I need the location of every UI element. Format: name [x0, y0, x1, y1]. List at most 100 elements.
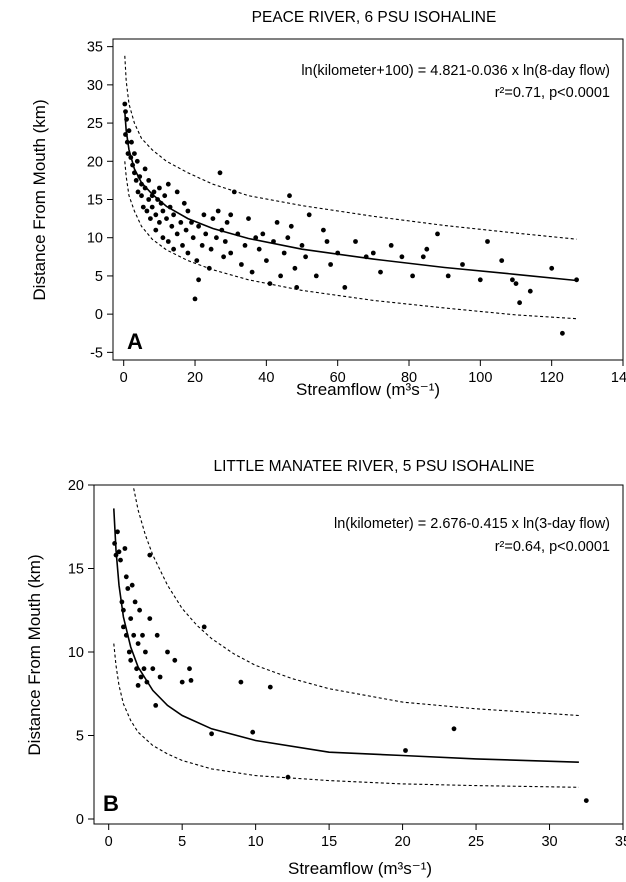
data-point [435, 231, 440, 237]
y-axis: 0 5 10 15 20 [68, 478, 94, 828]
y-tick-label: 15 [87, 193, 103, 209]
data-point [165, 649, 170, 655]
x-tick-label: 60 [330, 370, 346, 386]
data-point [335, 250, 341, 256]
data-point [171, 246, 177, 252]
data-point [303, 254, 308, 260]
chart-title: PEACE RIVER, 6 PSU ISOHALINE [252, 9, 497, 26]
data-point [140, 632, 145, 638]
data-point [116, 549, 122, 555]
data-point [142, 166, 148, 172]
y-tick-label: 5 [95, 269, 103, 285]
data-point [133, 178, 139, 183]
data-point [192, 296, 198, 302]
data-point [130, 162, 136, 168]
data-point [140, 204, 146, 210]
data-point [146, 197, 152, 202]
data-point [306, 212, 312, 218]
panel-label: B [103, 791, 119, 816]
y-tick-label: 20 [68, 478, 84, 494]
data-point [124, 139, 130, 145]
data-point [353, 239, 358, 244]
x-tick-label: 80 [401, 370, 417, 386]
data-point [264, 258, 269, 263]
data-point [179, 679, 185, 685]
data-point [155, 197, 161, 202]
y-tick-label: 5 [76, 728, 84, 744]
data-point [128, 657, 134, 663]
data-point [132, 599, 138, 605]
data-point [208, 246, 214, 252]
data-point [287, 193, 292, 199]
data-point [135, 641, 141, 646]
data-point [324, 239, 330, 244]
data-point [583, 798, 589, 803]
data-point [388, 243, 394, 248]
data-point [147, 552, 153, 558]
upper-confidence-band [124, 55, 577, 240]
data-point [183, 227, 189, 233]
data-point [121, 624, 126, 630]
y-tick-label: 0 [76, 812, 84, 828]
data-point [112, 541, 117, 546]
panel-b-little-manatee-river: LITTLE MANATEE RIVER, 5 PSU ISOHALINE 0 5… [25, 458, 626, 878]
data-point [313, 273, 319, 279]
data-point [260, 231, 266, 237]
data-point [499, 258, 505, 263]
data-point [206, 265, 212, 271]
data-point [169, 223, 175, 229]
x-axis-title: Streamflow (m³s⁻¹) [296, 380, 440, 399]
data-point [274, 220, 280, 225]
data-point [123, 632, 129, 638]
data-point [574, 277, 579, 283]
data-point [285, 235, 291, 241]
data-point [165, 239, 171, 244]
data-point [129, 139, 134, 145]
data-point [129, 582, 135, 588]
data-point [485, 239, 490, 244]
x-axis-title: Streamflow (m³s⁻¹) [288, 859, 432, 878]
data-point [249, 269, 255, 275]
data-point [242, 243, 248, 248]
data-point [144, 679, 150, 685]
data-point [174, 231, 180, 237]
x-tick-label: 140 [611, 370, 626, 386]
data-point [267, 684, 273, 690]
y-tick-label: 25 [87, 116, 103, 132]
data-point [181, 200, 187, 206]
data-point [477, 277, 483, 283]
data-point [123, 109, 128, 114]
panel-a-peace-river: PEACE RIVER, 6 PSU ISOHALINE 0 20 40 60 80 10… [30, 9, 626, 399]
data-point [160, 235, 166, 241]
data-point [378, 269, 383, 275]
data-point [188, 678, 194, 683]
data-point [125, 586, 131, 591]
data-point [128, 155, 134, 160]
y-tick-label: 20 [87, 154, 103, 170]
data-point [143, 649, 148, 655]
x-tick-label: 15 [321, 834, 337, 850]
data-point [224, 220, 230, 225]
x-tick-label: 10 [248, 834, 264, 850]
upper-confidence-band [133, 488, 579, 717]
data-point [527, 288, 533, 294]
x-tick-label: 100 [468, 370, 492, 386]
data-point [209, 731, 215, 737]
data-point [271, 239, 276, 244]
data-point [267, 281, 273, 286]
data-point [131, 632, 137, 638]
data-point [149, 193, 155, 199]
data-point [420, 254, 426, 260]
data-point [153, 212, 159, 218]
data-point [235, 231, 241, 237]
data-point [363, 254, 369, 260]
data-point [122, 101, 128, 107]
data-point [144, 208, 150, 214]
data-point [122, 546, 128, 551]
data-point [132, 170, 137, 176]
x-tick-label: 0 [120, 370, 128, 386]
data-point [138, 674, 144, 680]
data-point [196, 223, 202, 229]
data-points [112, 529, 589, 803]
